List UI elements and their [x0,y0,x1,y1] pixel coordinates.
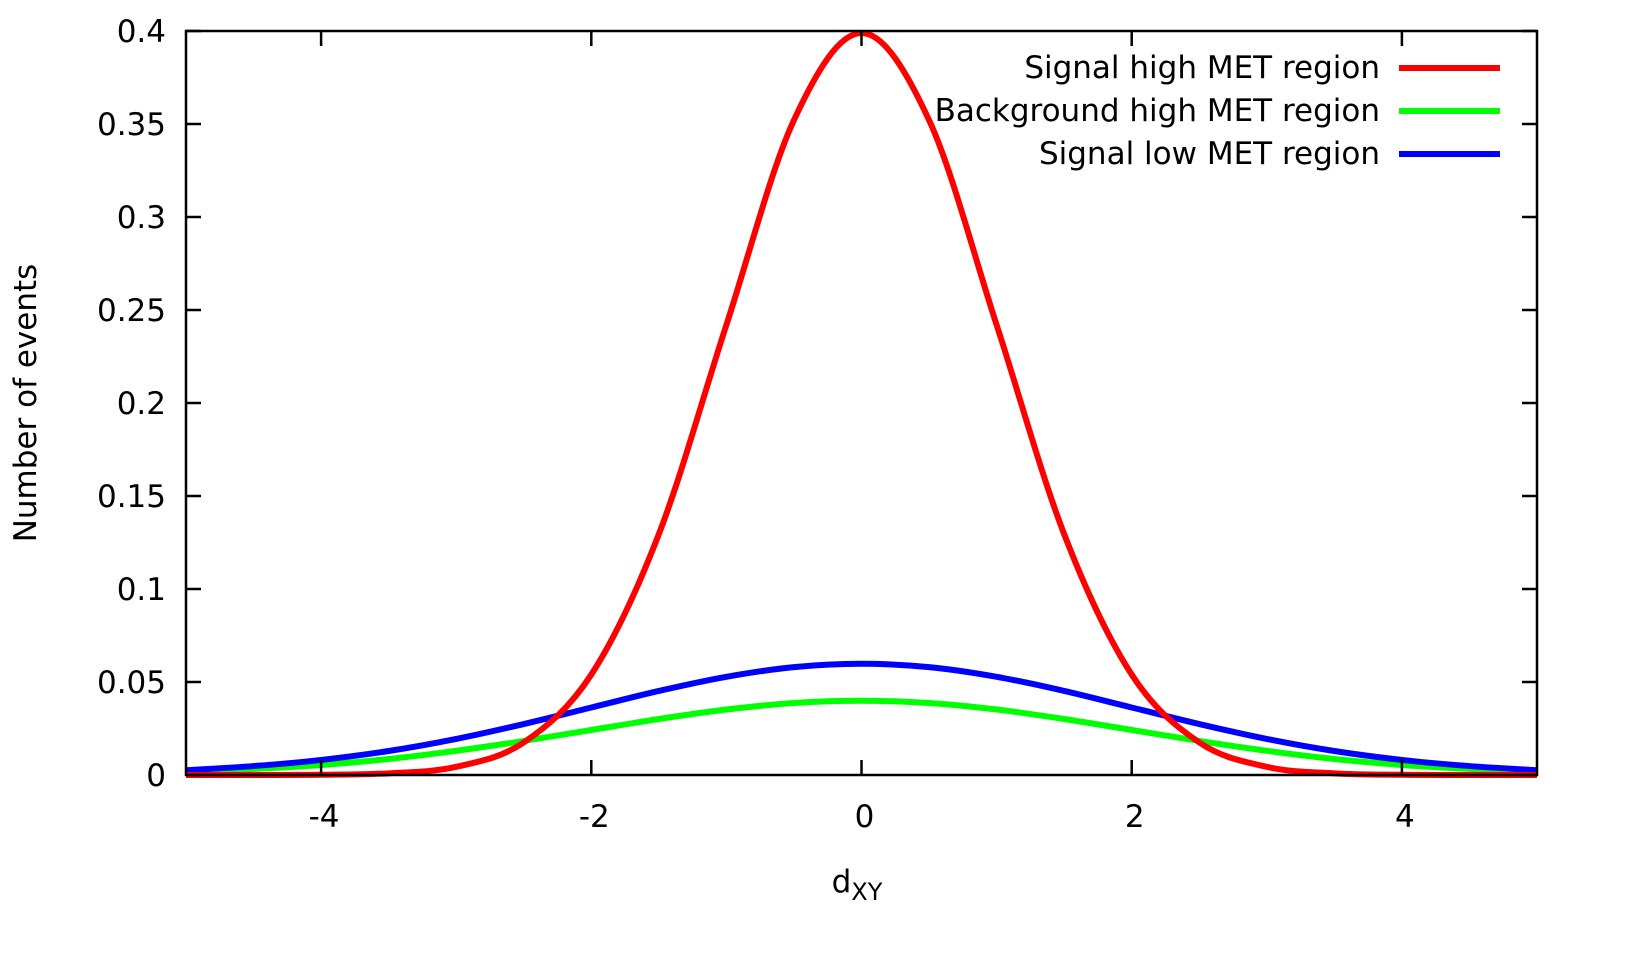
y-tick-label: 0.3 [117,200,166,236]
series-line-3 [186,660,1537,774]
legend-label: Signal high MET region [1024,50,1380,86]
x-tick-label: 0 [855,799,875,835]
legend-label: Signal low MET region [1039,136,1380,172]
y-tick-label: 0.1 [117,572,166,608]
legend: Signal high MET region Background high ME… [935,50,1500,172]
x-tick-label: -2 [579,799,610,835]
x-tick-label: -4 [309,799,340,835]
y-tick-label: 0 [146,758,166,794]
x-tick-label: 2 [1125,799,1145,835]
y-tick-label: 0.4 [117,14,166,50]
x-tick-label: 4 [1395,799,1415,835]
y-tick-label: 0.15 [97,479,166,515]
x-axis-label-main: d [832,864,852,900]
y-tick-label: 0.2 [117,386,166,422]
ticks-layer: -4 -2 0 2 4 0 0.05 0.1 0.15 0.2 0.25 0.3 0.35 0.4 [97,14,1537,835]
y-tick-label: 0.35 [97,107,166,143]
legend-label: Background high MET region [935,93,1380,129]
x-axis-label-subscript: XY [851,878,882,906]
series-line-2 [186,697,1537,775]
y-tick-label: 0.05 [97,665,166,701]
x-axis-label: dXY [832,864,883,906]
y-axis-label: Number of events [8,264,44,543]
y-tick-label: 0.25 [97,293,166,329]
